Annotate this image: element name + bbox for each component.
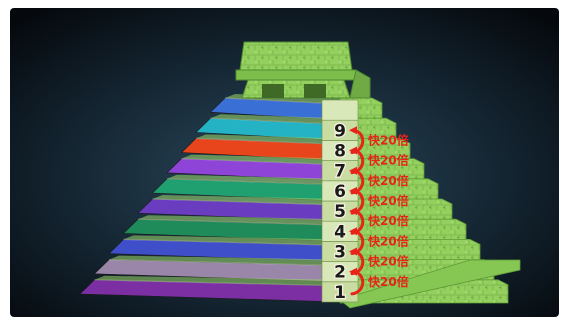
stair-step [321, 99, 359, 121]
level-number-6: 6 [334, 182, 346, 202]
tier-ledge [181, 154, 340, 165]
pyramid-steps [79, 94, 341, 303]
central-staircase [321, 99, 359, 303]
tier-ledge [167, 174, 340, 185]
level-number-3: 3 [334, 243, 346, 263]
level-number-9: 9 [334, 121, 346, 141]
level-number-1: 1 [334, 283, 346, 303]
tier-ledge [152, 195, 340, 205]
tier-ledge [123, 235, 340, 246]
speed-label: 快20倍 [368, 254, 409, 269]
tier-ledge [210, 114, 340, 125]
temple-top [235, 41, 371, 99]
speed-label: 快20倍 [368, 153, 409, 168]
tier-ledge [109, 255, 340, 266]
speed-label: 快20倍 [368, 233, 409, 248]
temple-door-left [262, 84, 284, 98]
speed-label: 快20倍 [368, 213, 409, 228]
temple-door-right [304, 84, 326, 98]
tier-ledge [94, 275, 340, 286]
tier-ledge [138, 215, 340, 226]
right-side-base [339, 259, 521, 309]
level-number-7: 7 [334, 162, 346, 182]
tier-ledge [196, 134, 340, 145]
level-number-8: 8 [334, 142, 346, 162]
speed-label: 快20倍 [368, 274, 409, 289]
level-number-4: 4 [334, 222, 346, 242]
speed-label: 快20倍 [368, 193, 409, 208]
speed-label: 快20倍 [368, 132, 409, 147]
speed-arrow-head [349, 126, 357, 135]
level-number-5: 5 [334, 202, 346, 222]
speed-label: 快20倍 [368, 173, 409, 188]
level-number-2: 2 [334, 263, 346, 283]
